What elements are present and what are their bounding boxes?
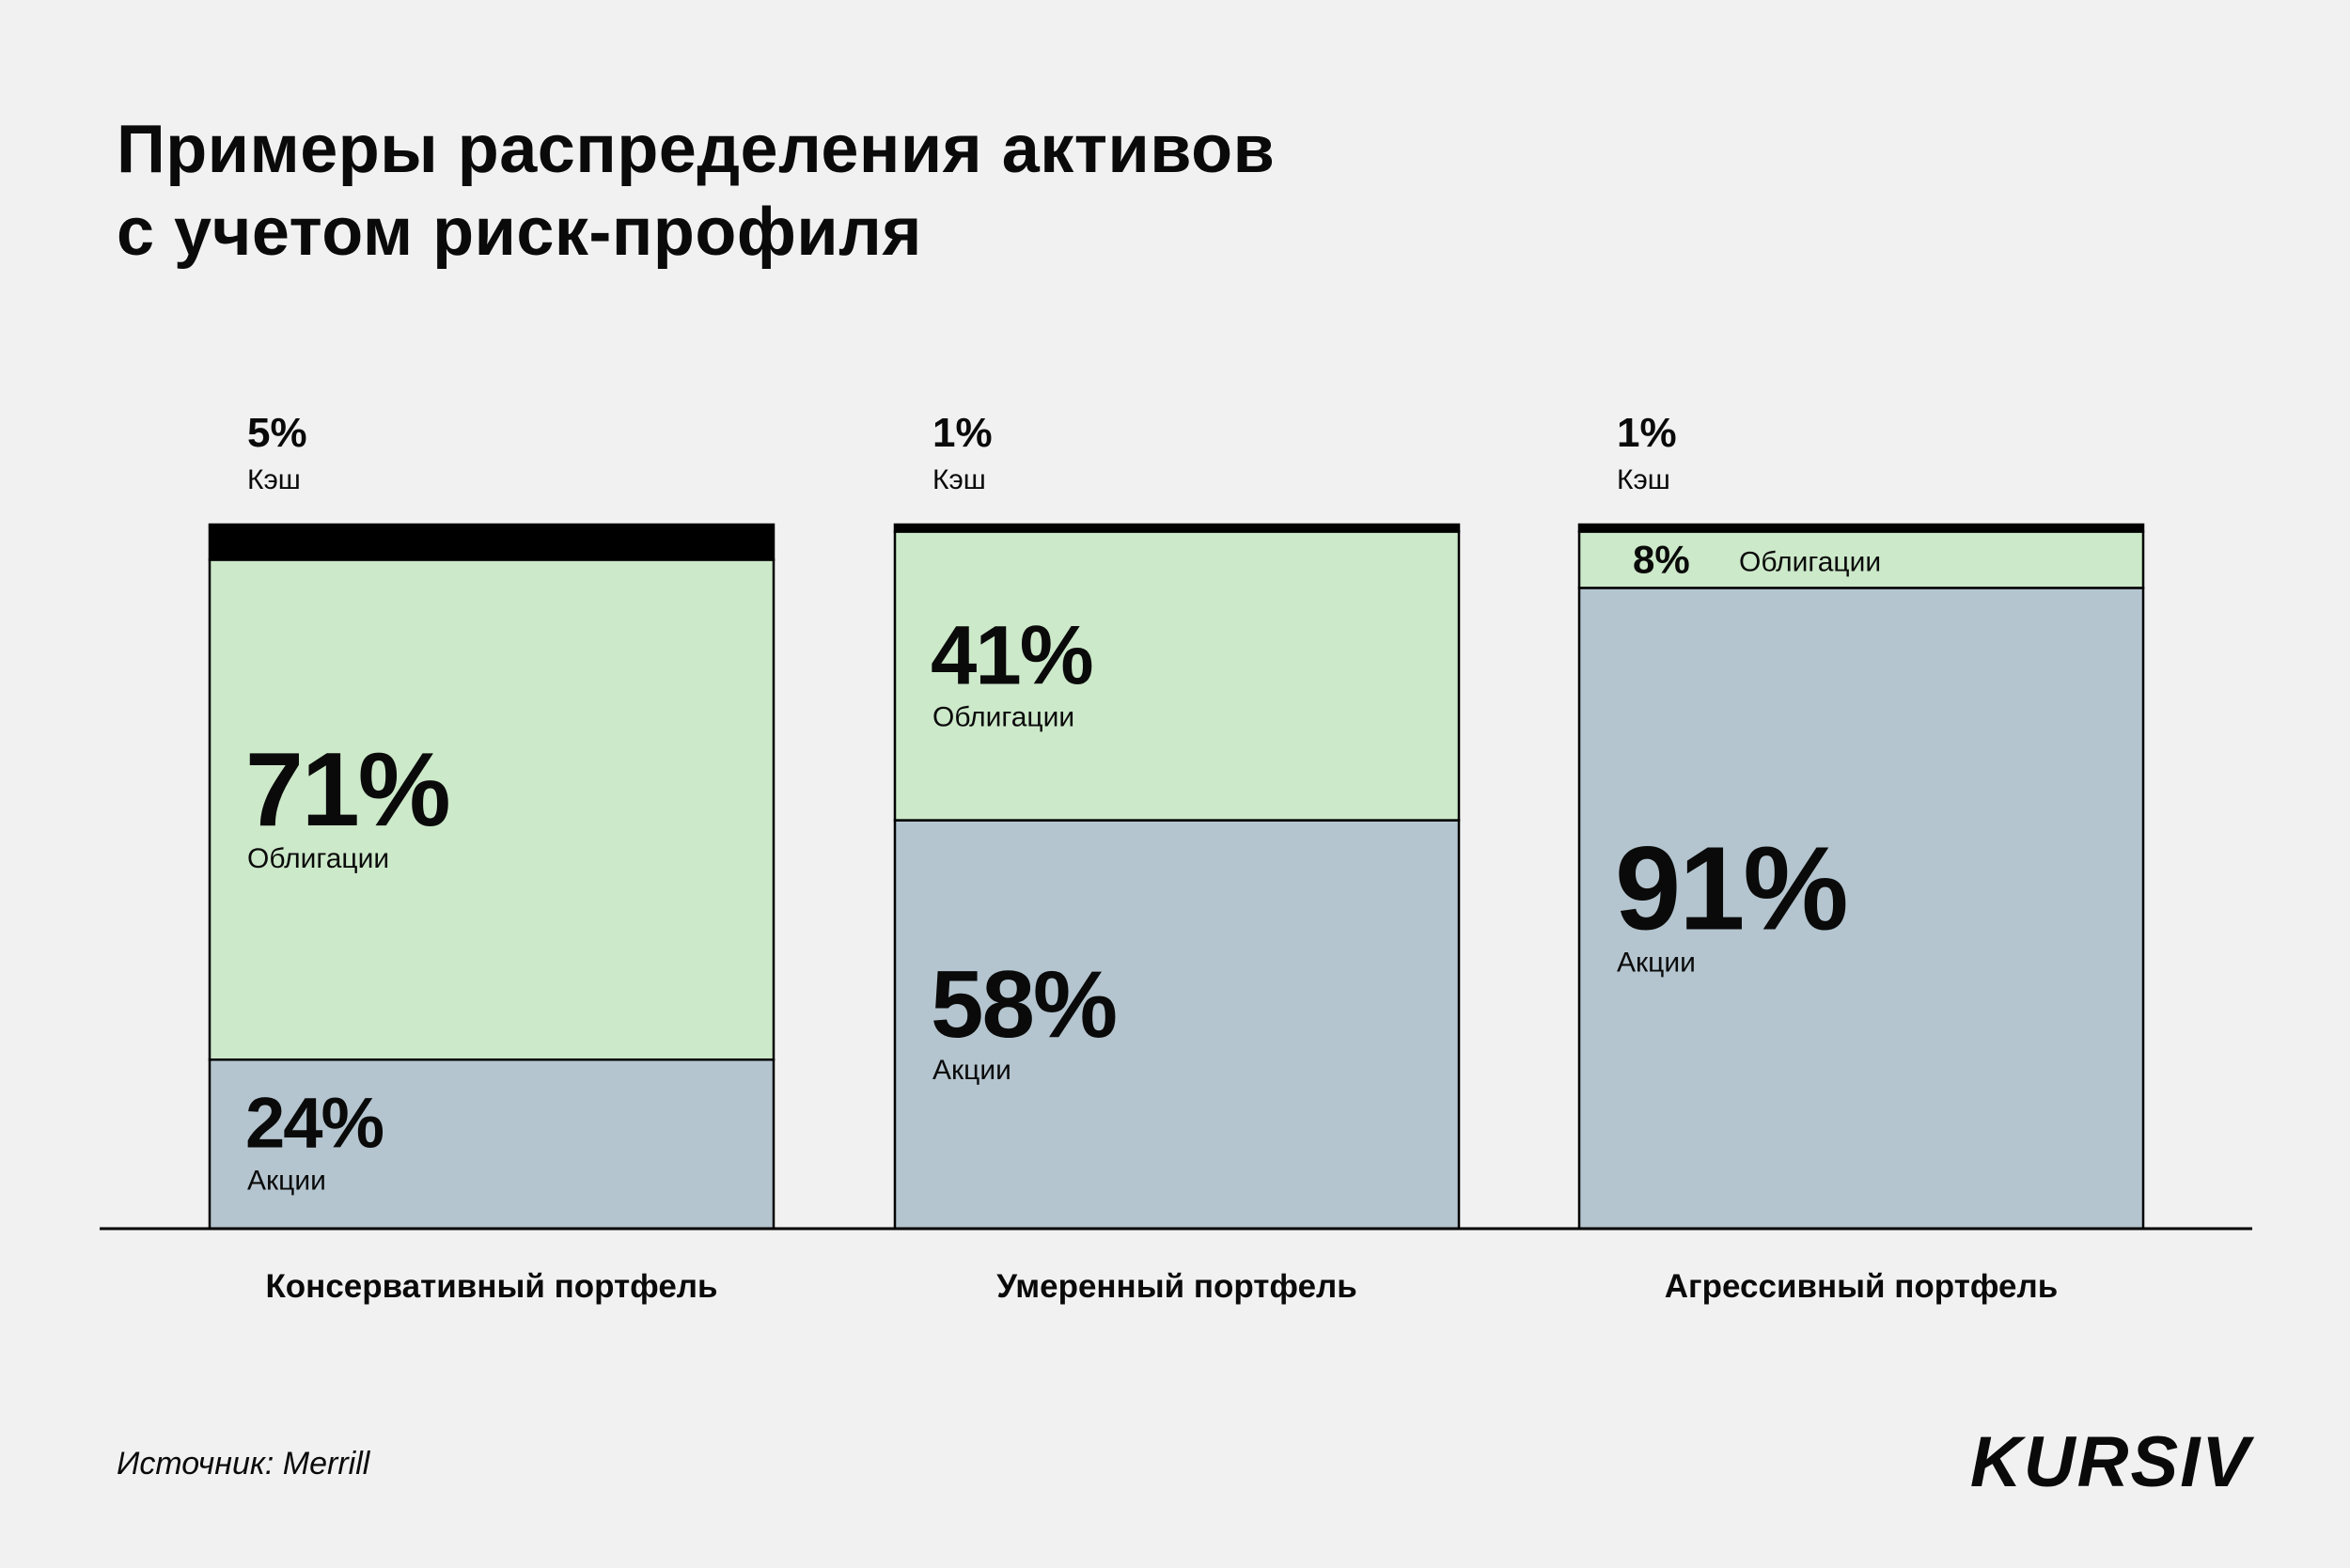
title-line-2: с учетом риск-профиля <box>117 195 922 270</box>
data-label: 8% <box>1633 537 1690 581</box>
chart-title: Примеры распределения активов с учетом р… <box>117 108 1275 274</box>
title-line-1: Примеры распределения активов <box>117 112 1276 187</box>
series-label: Акции <box>932 1055 1011 1086</box>
kursiv-logo: KURSIV <box>1969 1422 2251 1502</box>
data-label: 1% <box>932 410 993 456</box>
series-label: Облигации <box>932 701 1074 732</box>
series-label: Облигации <box>247 843 389 874</box>
category-label: Агрессивный портфель <box>1665 1268 2058 1305</box>
series-label: Кэш <box>1617 464 1670 495</box>
series-label: Облигации <box>1739 546 1881 577</box>
bar-segment-Кэш <box>893 523 1461 533</box>
bar-segment-Акции <box>893 819 1461 1231</box>
data-label: 1% <box>1617 410 1677 456</box>
data-label: 91% <box>1615 823 1847 955</box>
series-label: Акции <box>247 1166 326 1197</box>
bar-segment-Кэш <box>1577 523 2145 533</box>
data-label: 71% <box>245 730 449 848</box>
bar-segment-Акции <box>1577 587 2145 1231</box>
source-note: Источник: Merrill <box>117 1446 370 1482</box>
series-label: Кэш <box>932 464 986 495</box>
series-label: Кэш <box>247 464 301 495</box>
bar-segment-Кэш <box>208 523 776 561</box>
category-label: Консервативный портфель <box>265 1268 717 1305</box>
data-label: 24% <box>245 1084 384 1164</box>
series-label: Акции <box>1617 948 1696 979</box>
data-label: 58% <box>931 950 1116 1058</box>
category-label: Умеренный портфель <box>996 1268 1357 1305</box>
data-label: 41% <box>931 608 1092 701</box>
bar-segment-Облигации <box>1577 530 2145 589</box>
data-label: 5% <box>247 410 307 456</box>
bar-segment-Облигации <box>208 558 776 1061</box>
